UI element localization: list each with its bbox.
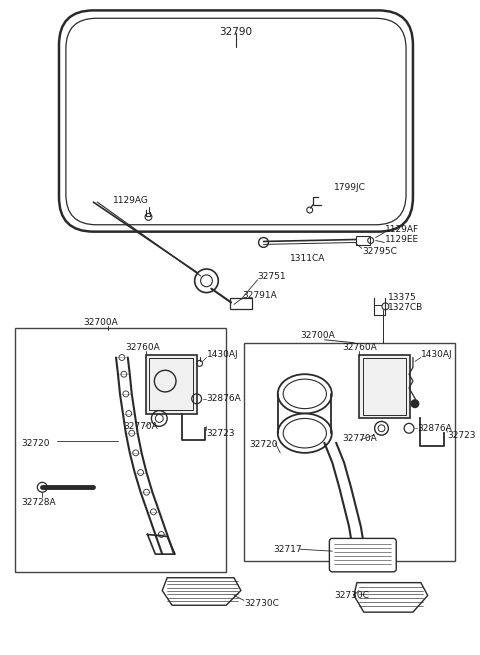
Bar [363, 358, 406, 415]
Text: 32730C: 32730C [244, 599, 279, 608]
Text: 32770A: 32770A [123, 422, 157, 431]
Text: 32717: 32717 [273, 545, 302, 553]
Text: 32770A: 32770A [342, 434, 377, 443]
Text: 32700A: 32700A [84, 318, 119, 327]
Text: 32795C: 32795C [362, 247, 396, 256]
Bar [145, 354, 197, 413]
Text: 32728A: 32728A [22, 498, 56, 506]
Text: 32760A: 32760A [125, 343, 160, 352]
Ellipse shape [278, 413, 332, 453]
Text: 32723: 32723 [206, 428, 235, 438]
Text: 32876A: 32876A [417, 424, 452, 433]
Bar [149, 358, 192, 409]
Bar [230, 299, 252, 309]
Text: 13375: 13375 [388, 293, 417, 302]
FancyBboxPatch shape [329, 538, 396, 572]
Text: 32730C: 32730C [334, 591, 369, 600]
Text: 32720: 32720 [22, 439, 50, 447]
Bar [356, 236, 370, 246]
Text: 32791A: 32791A [242, 291, 276, 300]
Text: 1799JC: 1799JC [334, 183, 366, 192]
Bar [15, 328, 226, 572]
Polygon shape [354, 583, 428, 612]
Text: 32723: 32723 [447, 431, 476, 440]
Text: 32876A: 32876A [206, 394, 241, 403]
Text: 1129EE: 1129EE [385, 235, 420, 244]
Text: 32700A: 32700A [300, 331, 335, 341]
Bar [359, 354, 410, 419]
Ellipse shape [278, 374, 332, 413]
Polygon shape [162, 578, 241, 605]
Text: 32760A: 32760A [342, 343, 377, 352]
Text: 32790: 32790 [219, 27, 252, 37]
Text: 1327CB: 1327CB [388, 303, 424, 312]
Text: 32720: 32720 [250, 441, 278, 449]
Text: 1129AF: 1129AF [385, 225, 420, 234]
Text: 1129AG: 1129AG [113, 196, 149, 204]
Bar [244, 343, 455, 561]
Text: 1430AJ: 1430AJ [421, 350, 453, 359]
Circle shape [411, 400, 419, 407]
Text: 1311CA: 1311CA [290, 253, 325, 263]
Text: 1430AJ: 1430AJ [206, 350, 238, 359]
Text: 32751: 32751 [258, 272, 286, 282]
